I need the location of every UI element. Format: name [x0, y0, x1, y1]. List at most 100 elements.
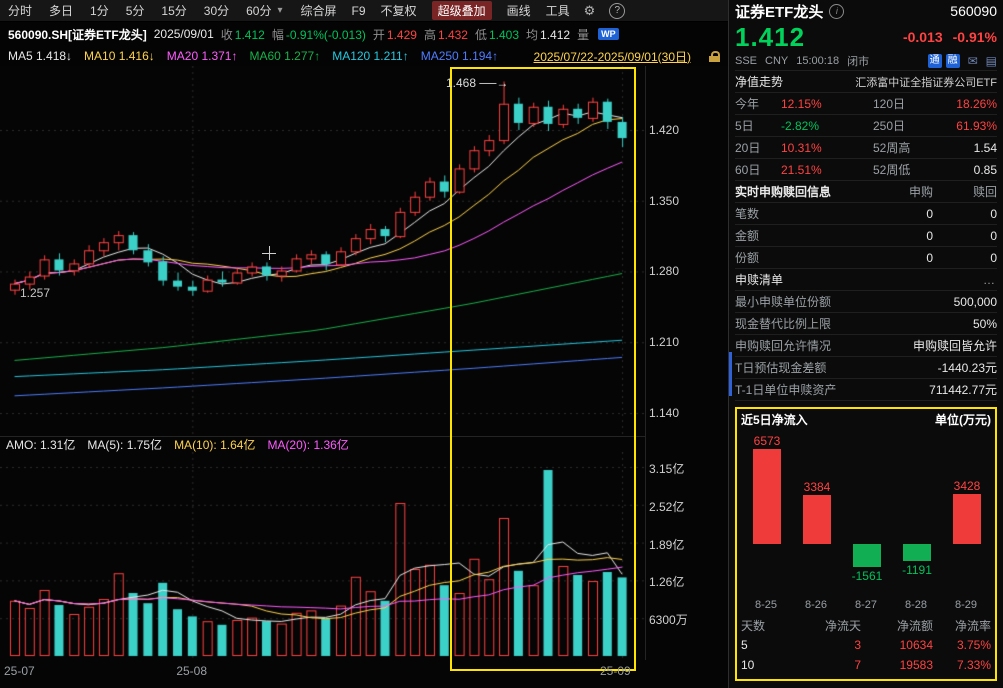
wp-badge[interactable]: WP [598, 28, 619, 40]
period-tab[interactable]: 分时 [8, 4, 33, 18]
detail-label: T日预估现金差额 [735, 361, 827, 375]
pr-row: 金额 0 0 [735, 225, 997, 247]
period-tab[interactable]: 5分 [125, 4, 145, 18]
perf-row: 5日 -2.82% 250日 61.93% [735, 115, 997, 137]
lock-icon[interactable] [709, 50, 720, 62]
volume-axis-label: 6300万 [649, 613, 688, 628]
price-axis-label: 1.140 [649, 405, 680, 420]
perf-label: 52周低 [873, 163, 911, 177]
perf-value: 10.31% [781, 140, 822, 155]
perf-label: 52周高 [873, 141, 911, 155]
quote-field-label: 均 [526, 27, 539, 42]
date-range-label[interactable]: 2025/07/22-2025/09/01(30日) [533, 49, 691, 64]
toolbar-button[interactable]: 综合屏 [300, 4, 337, 18]
exchange-label: SSE [735, 55, 758, 67]
redeem-list-row[interactable]: 申赎清单 … [735, 269, 997, 291]
quote-field-value: 1.432 [437, 27, 468, 42]
info-icon[interactable]: i [829, 3, 845, 19]
instrument-header: 证券ETF龙头 i 560090 [735, 0, 997, 22]
toolbar-buttons: 综合屏 F9 不复权 超级叠加 画线 工具 [301, 1, 570, 20]
instrument-name: 证券ETF龙头 [735, 3, 824, 21]
quote-field-label: 量 [577, 27, 590, 42]
panel-scrollbar[interactable] [729, 352, 732, 396]
main-toolbar: 分时 多日 1分 5分 15分 30分 60分 ▾ 综合屏 F9 不复权 超级叠加 画线 工具 ⚙ ? [0, 0, 728, 22]
flow-title: 近5日净流入 [741, 412, 808, 427]
period-tab[interactable]: 多日 [49, 4, 74, 18]
x-axis-label: 25-09 [600, 664, 631, 678]
flow-days: 10 [741, 658, 755, 672]
chevron-down-icon[interactable]: ▾ [277, 5, 283, 16]
detail-value: 50% [972, 316, 997, 331]
detail-row: 申购赎回允许情况 申购赎回皆允许 [735, 335, 997, 357]
flow-bar-value: -1561 [851, 568, 883, 583]
quote-field-value: -0.91%(-0.013) [285, 27, 366, 42]
pr-value-purchase: 0 [926, 228, 933, 243]
period-tabs: 分时 多日 1分 5分 15分 30分 60分 [8, 2, 271, 19]
market-badge: 融 [945, 54, 960, 68]
quote-field-label: 幅 [271, 27, 284, 42]
gear-icon[interactable]: ⚙ [583, 2, 596, 18]
ma-item: MA250 1.194↑ [420, 49, 499, 63]
flow-bar [853, 544, 881, 567]
ma-item: MA10 1.416↓ [84, 49, 155, 63]
detail-label: 申购赎回允许情况 [735, 339, 832, 353]
price-header: 1.412 -0.013 -0.91% [735, 22, 997, 52]
flow-net-amount: 10634 [899, 638, 933, 652]
price-change-pct: -0.91% [952, 29, 997, 45]
perf-label: 今年 [735, 97, 760, 111]
message-icon[interactable]: ✉ [967, 54, 978, 68]
x-axis-label: 25-08 [176, 664, 208, 678]
flow-header: 近5日净流入 单位(万元) [741, 409, 991, 429]
pr-row: 笔数 0 0 [735, 203, 997, 225]
perf-value: 61.93% [956, 118, 997, 133]
pr-value-redeem: 0 [990, 250, 997, 265]
toolbar-button[interactable]: 画线 [506, 4, 531, 18]
flow-net-amount: 19583 [899, 658, 933, 672]
quote-field-value: 1.412 [234, 27, 265, 42]
flow-bar-value: 3428 [953, 479, 981, 494]
flow-col-header: 天数 [741, 618, 766, 633]
flow-bar [803, 495, 831, 544]
toolbar-button[interactable]: 工具 [545, 4, 570, 18]
market-status-row: SSE CNY 15:00:18 闭市 通融 ✉ ▤ [735, 52, 997, 71]
grid-icon[interactable]: ▤ [985, 54, 997, 68]
pr-col-redeem: 赎回 [972, 185, 997, 199]
period-tab[interactable]: 60分 [246, 4, 272, 18]
money-flow-box: 近5日净流入 单位(万元) 6573 3384 -1561 -1191 3428 8-2… [735, 407, 997, 681]
toolbar-button[interactable]: 不复权 [380, 4, 417, 18]
volume-chart-canvas[interactable] [0, 452, 645, 660]
quote-field: 高 1.432 [424, 26, 468, 43]
flow-col-header: 净流额 [896, 618, 933, 633]
volume-axis-label: 1.26亿 [649, 575, 685, 590]
quote-field: 低 1.403 [475, 26, 519, 43]
price-axis-label: 1.350 [649, 193, 680, 208]
quote-field: 开 1.429 [373, 26, 417, 43]
period-tab[interactable]: 15分 [161, 4, 187, 18]
flow-categories: 8-25 8-26 8-27 8-28 8-29 [741, 599, 991, 615]
price-chart-canvas[interactable] [0, 66, 645, 436]
ma-indicator-bar: MA5 1.418↓ MA10 1.416↓ MA20 1.371↑ MA60 1.2… [0, 46, 728, 66]
volume-indicator-bar: AMO: 1.31亿 MA(5): 1.75亿 MA(10): 1.64亿 MA(20… [0, 436, 645, 452]
detail-row: 最小申赎单位份额 500,000 [735, 291, 997, 313]
performance-rows: 今年 12.15% 120日 18.26% 5日 -2.82% 250日 61.93% 20日 1… [735, 93, 997, 181]
pr-title: 实时申购赎回信息 [735, 185, 832, 199]
more-icon[interactable]: … [983, 272, 997, 287]
detail-value: 500,000 [953, 294, 997, 309]
flow-category-label: 8-25 [754, 599, 778, 611]
purchase-redeem-header: 实时申购赎回信息 申购 赎回 [735, 181, 997, 203]
period-tab[interactable]: 1分 [90, 4, 109, 18]
fund-name: 汇添富中证全指证券公司ETF [855, 76, 997, 89]
date-label: 2025/09/01 [153, 27, 214, 41]
perf-label: 5日 [735, 119, 754, 133]
help-icon[interactable]: ? [609, 2, 626, 19]
quote-field-label: 开 [372, 27, 385, 42]
period-tab[interactable]: 30分 [203, 4, 230, 18]
pr-value-purchase: 0 [926, 250, 933, 265]
volume-axis-label: 1.89亿 [649, 537, 685, 552]
toolbar-button[interactable]: F9 [351, 3, 366, 18]
toolbar-button[interactable]: 超级叠加 [431, 1, 492, 20]
perf-row: 60日 21.51% 52周低 0.85 [735, 159, 997, 181]
quote-field-value: 1.412 [540, 27, 571, 42]
flow-bar-value: 3384 [803, 480, 831, 495]
